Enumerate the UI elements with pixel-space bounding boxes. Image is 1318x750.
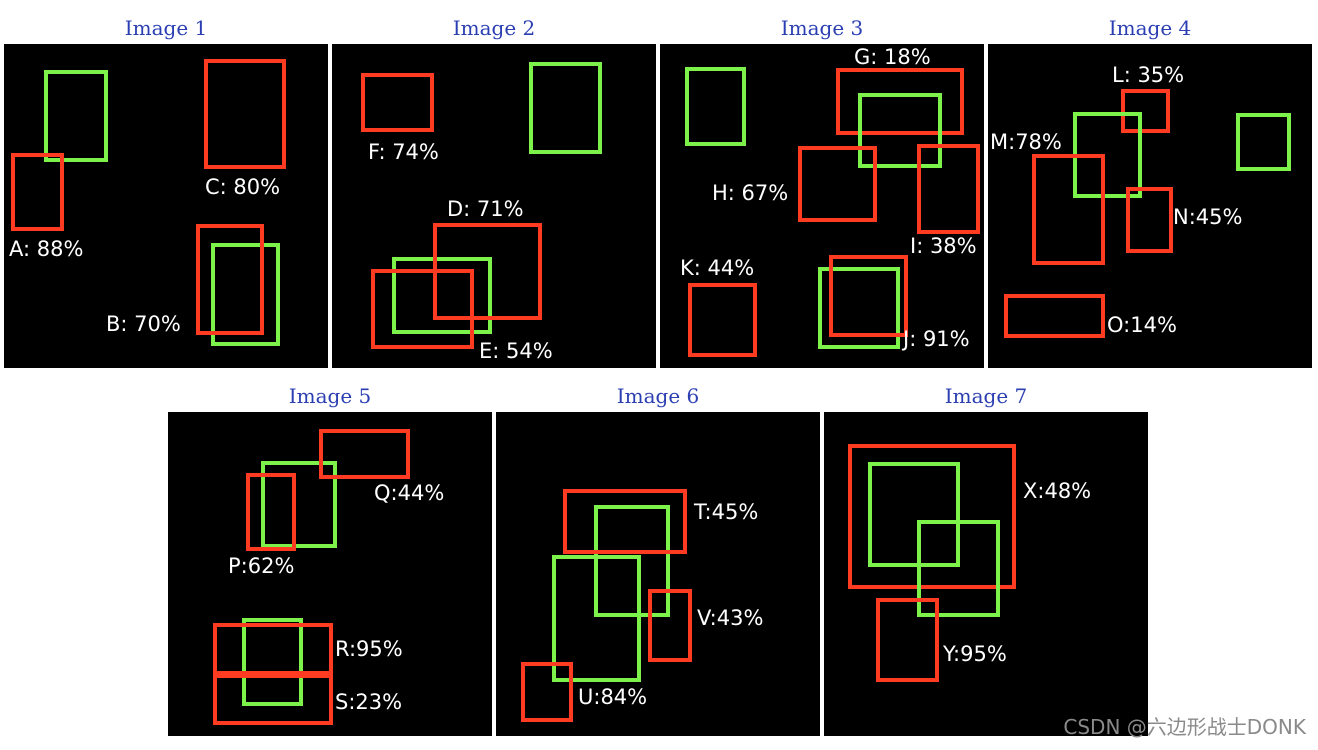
detection-box-P — [246, 473, 296, 551]
label-G: G: 18% — [854, 45, 931, 69]
detection-box-F — [361, 73, 434, 132]
panel-1-title: Image 1 — [124, 16, 208, 40]
ground-truth-box — [44, 70, 108, 162]
label-M: M:78% — [990, 130, 1062, 154]
detection-box-K — [688, 283, 757, 357]
detection-box-E — [371, 269, 474, 349]
label-L: L: 35% — [1112, 63, 1185, 87]
ground-truth-box — [552, 555, 641, 682]
label-S: S:23% — [335, 690, 403, 714]
detection-box-U — [521, 662, 573, 722]
panel-2: D: 71% E: 54% F: 74% — [332, 44, 656, 368]
label-O: O:14% — [1107, 313, 1177, 337]
label-C: C: 80% — [205, 175, 281, 199]
panel-4-title: Image 4 — [1108, 16, 1192, 40]
label-K: K: 44% — [680, 256, 755, 280]
panel-2-title: Image 2 — [452, 16, 536, 40]
label-R: R:95% — [335, 637, 403, 661]
detection-box-H — [798, 146, 877, 222]
panel-7: X:48% Y:95% — [824, 412, 1148, 736]
watermark-text: CSDN @六边形战士DONK — [1063, 715, 1306, 739]
label-J: J: 91% — [903, 327, 970, 351]
label-X: X:48% — [1023, 479, 1092, 503]
detection-box-O — [1004, 294, 1105, 338]
label-U: U:84% — [578, 685, 648, 709]
detection-box-X — [848, 444, 1016, 589]
panel-7-title: Image 7 — [944, 384, 1028, 408]
label-F: F: 74% — [368, 140, 439, 164]
detection-box-V — [648, 589, 692, 662]
panel-5: P:62% Q:44% R:95% S:23% — [168, 412, 492, 736]
ground-truth-box — [261, 461, 337, 548]
ground-truth-box — [529, 62, 602, 154]
detection-box-R — [213, 623, 333, 675]
detection-box-N — [1126, 187, 1173, 253]
label-B: B: 70% — [106, 312, 181, 336]
ground-truth-box — [392, 257, 492, 334]
ground-truth-box — [917, 520, 1000, 617]
label-Q: Q:44% — [374, 481, 445, 505]
detection-box-T — [563, 489, 687, 554]
panel-1: A: 88% B: 70% C: 80% — [4, 44, 328, 368]
ground-truth-box — [211, 243, 280, 346]
label-N: N:45% — [1173, 205, 1243, 229]
panel-4: L: 35% M:78% N:45% O:14% — [988, 44, 1312, 368]
label-I: I: 38% — [910, 234, 977, 258]
label-T: T:45% — [694, 500, 759, 524]
label-V: V:43% — [697, 606, 764, 630]
panel-3-title: Image 3 — [780, 16, 864, 40]
detection-box-I — [917, 144, 980, 234]
detection-box-M — [1032, 154, 1105, 265]
ground-truth-box — [594, 505, 670, 617]
panel-6: T:45% U:84% V:43% — [496, 412, 820, 736]
detection-box-S — [213, 674, 333, 725]
detection-box-B — [196, 224, 264, 335]
ground-truth-box — [242, 618, 303, 706]
label-E: E: 54% — [479, 339, 553, 363]
detection-box-Y — [876, 598, 939, 682]
ground-truth-box — [1236, 113, 1291, 171]
label-D: D: 71% — [447, 197, 524, 221]
detection-box-A — [11, 153, 64, 231]
ground-truth-box — [818, 267, 900, 349]
detection-box-J — [829, 255, 908, 337]
label-P: P:62% — [228, 554, 295, 578]
panel-5-title: Image 5 — [288, 384, 372, 408]
label-Y: Y:95% — [943, 642, 1007, 666]
detection-box-L — [1121, 89, 1170, 133]
label-A: A: 88% — [9, 237, 84, 261]
panel-6-title: Image 6 — [616, 384, 700, 408]
label-H: H: 67% — [712, 181, 789, 205]
ground-truth-box — [858, 93, 942, 168]
detection-box-G — [836, 68, 964, 135]
ground-truth-box — [868, 462, 960, 567]
ground-truth-box — [685, 67, 746, 146]
detection-box-C — [204, 59, 286, 169]
detection-box-Q — [319, 429, 410, 479]
panel-3: G: 18% H: 67% I: 38% J: 91% K: 44% — [660, 44, 984, 368]
